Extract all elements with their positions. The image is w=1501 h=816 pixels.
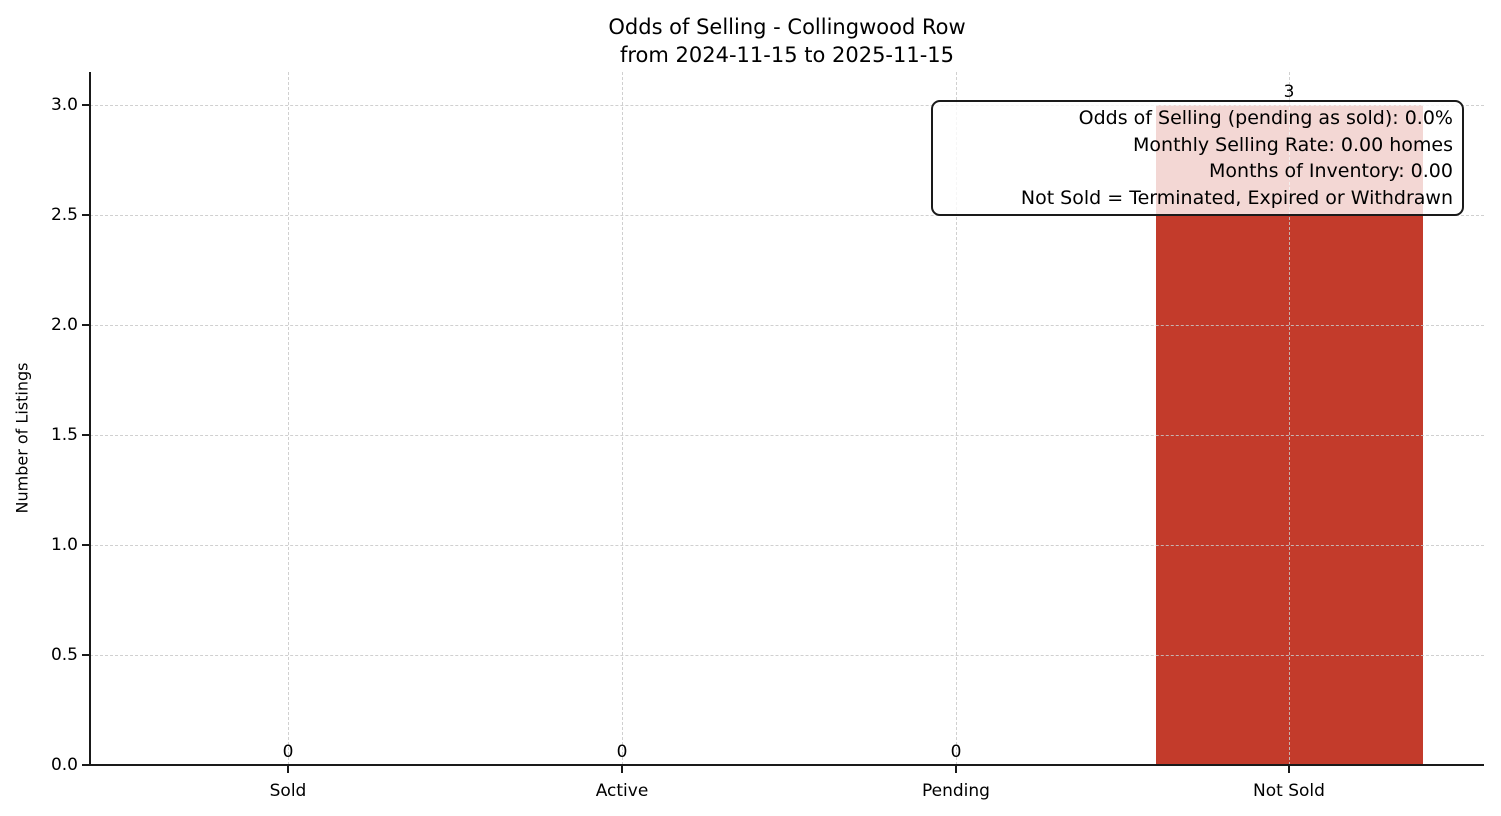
annotation-line-months-inventory: Months of Inventory: 0.00 bbox=[1209, 160, 1453, 183]
y-tick-mark bbox=[82, 434, 89, 436]
x-tick-mark bbox=[621, 766, 623, 773]
y-tick-mark bbox=[82, 654, 89, 656]
y-tick-label: 1.5 bbox=[50, 425, 78, 445]
annotation-line-odds: Odds of Selling (pending as sold): 0.0% bbox=[1078, 107, 1453, 130]
y-tick-label: 0.0 bbox=[50, 755, 78, 775]
y-tick-mark bbox=[82, 324, 89, 326]
y-tick-label: 3.0 bbox=[50, 95, 78, 115]
h-gridline bbox=[90, 105, 1484, 106]
y-tick-label: 1.0 bbox=[50, 535, 78, 555]
chart-subtitle: from 2024-11-15 to 2025-11-15 bbox=[619, 43, 955, 67]
x-tick-mark bbox=[287, 766, 289, 773]
y-tick-label: 2.5 bbox=[50, 205, 78, 225]
x-tick-label: Pending bbox=[922, 781, 990, 801]
v-gridline bbox=[622, 72, 623, 765]
h-gridline bbox=[90, 325, 1484, 326]
v-gridline bbox=[956, 72, 957, 765]
x-tick-label: Active bbox=[595, 781, 649, 801]
y-axis-spine bbox=[89, 72, 91, 766]
x-tick-label: Sold bbox=[269, 781, 307, 801]
h-gridline bbox=[90, 545, 1484, 546]
h-gridline bbox=[90, 215, 1484, 216]
v-gridline bbox=[288, 72, 289, 765]
y-tick-label: 2.0 bbox=[50, 315, 78, 335]
bar-value-label: 0 bbox=[616, 742, 628, 762]
annotation-line-not-sold-note: Not Sold = Terminated, Expired or Withdr… bbox=[1020, 186, 1453, 209]
annotation-line-monthly-rate: Monthly Selling Rate: 0.00 homes bbox=[1133, 133, 1453, 156]
v-gridline bbox=[1289, 72, 1290, 765]
x-tick-mark bbox=[955, 766, 957, 773]
bar-value-label: 3 bbox=[1283, 82, 1295, 102]
y-tick-label: 0.5 bbox=[50, 645, 78, 665]
chart-title: Odds of Selling - Collingwood Row bbox=[608, 15, 966, 39]
annotation-box: Odds of Selling (pending as sold): 0.0% … bbox=[931, 100, 1464, 216]
bar-value-label: 0 bbox=[950, 742, 962, 762]
h-gridline bbox=[90, 655, 1484, 656]
x-tick-label: Not Sold bbox=[1253, 781, 1325, 801]
bar-value-label: 0 bbox=[282, 742, 294, 762]
x-axis-spine bbox=[89, 764, 1484, 766]
y-tick-mark bbox=[82, 764, 89, 766]
y-tick-mark bbox=[82, 104, 89, 106]
y-tick-mark bbox=[82, 214, 89, 216]
h-gridline bbox=[90, 435, 1484, 436]
y-tick-mark bbox=[82, 544, 89, 546]
x-tick-mark bbox=[1288, 766, 1290, 773]
